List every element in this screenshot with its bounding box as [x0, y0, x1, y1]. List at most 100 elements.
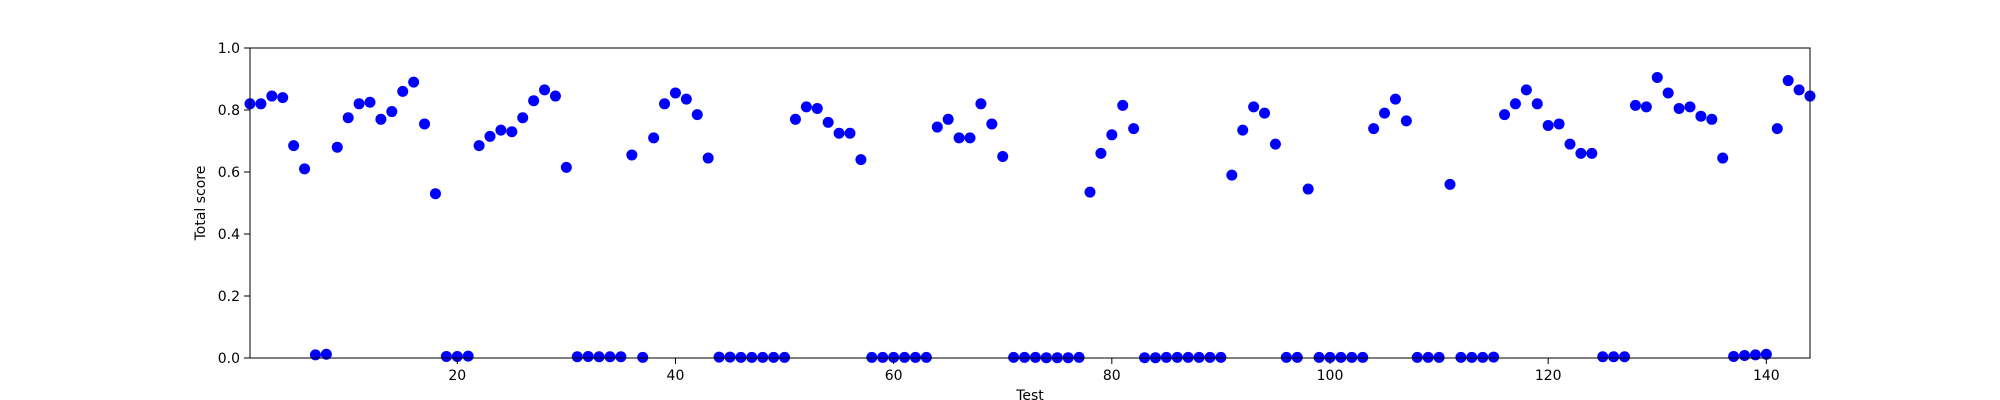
- data-point: [1117, 99, 1129, 111]
- y-axis-label: Total score: [193, 166, 209, 242]
- x-tick-label: 100: [1317, 368, 1344, 384]
- data-point: [1433, 351, 1445, 363]
- data-point: [735, 351, 747, 363]
- data-point: [1520, 84, 1532, 96]
- data-point: [1400, 115, 1412, 127]
- y-tick-label: 0.4: [218, 227, 240, 243]
- data-point: [451, 350, 463, 362]
- x-axis-label: Test: [1015, 388, 1044, 400]
- data-point: [593, 351, 605, 363]
- data-point: [1379, 107, 1391, 119]
- data-point: [1193, 351, 1205, 363]
- data-point: [1335, 351, 1347, 363]
- data-point: [539, 84, 551, 96]
- data-point: [1466, 351, 1478, 363]
- data-point: [669, 87, 681, 99]
- data-point: [1029, 351, 1041, 363]
- data-point: [920, 351, 932, 363]
- data-point: [1739, 350, 1751, 362]
- data-point: [1215, 351, 1227, 363]
- data-point: [1106, 129, 1118, 141]
- data-point: [997, 151, 1009, 162]
- data-point: [800, 101, 812, 113]
- data-point: [1706, 113, 1718, 125]
- data-point: [680, 93, 692, 105]
- data-point: [1346, 351, 1358, 363]
- data-point: [746, 351, 758, 363]
- data-point: [495, 124, 507, 136]
- data-point: [1008, 351, 1020, 363]
- data-point: [582, 350, 594, 362]
- x-tick-label: 60: [885, 368, 903, 384]
- data-point: [484, 130, 496, 142]
- data-point: [397, 85, 409, 97]
- data-point: [768, 351, 780, 363]
- data-point: [1717, 152, 1729, 164]
- data-point: [877, 351, 889, 363]
- data-point: [1084, 186, 1096, 198]
- data-point: [1389, 93, 1401, 105]
- data-point: [691, 109, 703, 121]
- data-point: [1542, 120, 1554, 131]
- data-point: [342, 112, 354, 124]
- data-point: [1455, 351, 1467, 363]
- data-points: [244, 71, 1816, 364]
- data-point: [1586, 147, 1598, 159]
- data-point: [364, 96, 376, 108]
- data-point: [1684, 101, 1696, 113]
- data-point: [1248, 101, 1260, 113]
- data-point: [1269, 138, 1281, 150]
- data-point: [1728, 350, 1740, 362]
- data-point: [1662, 87, 1674, 99]
- data-point: [822, 116, 834, 128]
- data-point: [266, 90, 278, 102]
- axes-frame: [249, 47, 1811, 359]
- data-point: [1291, 351, 1303, 363]
- data-point: [724, 351, 736, 363]
- data-point: [1629, 99, 1641, 111]
- data-point: [1782, 75, 1794, 87]
- data-point: [1280, 351, 1292, 363]
- data-point: [1477, 351, 1489, 363]
- data-point: [440, 350, 452, 362]
- data-point: [866, 351, 878, 363]
- data-point: [1760, 348, 1772, 360]
- data-point: [1073, 351, 1085, 363]
- data-point: [255, 98, 267, 110]
- data-point: [375, 113, 387, 125]
- data-point: [659, 98, 671, 110]
- data-point: [419, 118, 431, 130]
- data-point: [331, 141, 343, 153]
- y-tick-label: 0.2: [218, 289, 240, 305]
- data-point: [844, 127, 856, 139]
- data-point: [1640, 101, 1652, 113]
- data-point: [1259, 107, 1271, 119]
- data-point: [1204, 351, 1216, 363]
- data-point: [1793, 84, 1805, 96]
- data-point: [1673, 102, 1685, 114]
- data-point: [1226, 169, 1238, 181]
- data-point: [1095, 147, 1107, 159]
- data-point: [571, 351, 583, 363]
- data-point: [713, 351, 725, 363]
- data-point: [299, 163, 311, 175]
- x-tick-label: 20: [448, 368, 466, 384]
- data-point: [288, 140, 300, 152]
- y-tick-label: 0.8: [218, 103, 240, 119]
- y-tick-label: 0.6: [218, 165, 240, 181]
- data-point: [429, 188, 441, 200]
- data-point: [1608, 351, 1620, 363]
- data-point: [1160, 351, 1172, 363]
- data-point: [1357, 351, 1369, 363]
- x-tick-label: 40: [667, 368, 685, 384]
- data-point: [855, 154, 867, 166]
- data-point: [408, 76, 420, 88]
- data-point: [1237, 124, 1249, 136]
- data-point: [953, 132, 965, 144]
- data-point: [517, 112, 529, 124]
- data-point: [1444, 178, 1456, 190]
- x-tick-label: 140: [1753, 368, 1780, 384]
- data-point: [909, 351, 921, 363]
- data-point: [506, 126, 518, 138]
